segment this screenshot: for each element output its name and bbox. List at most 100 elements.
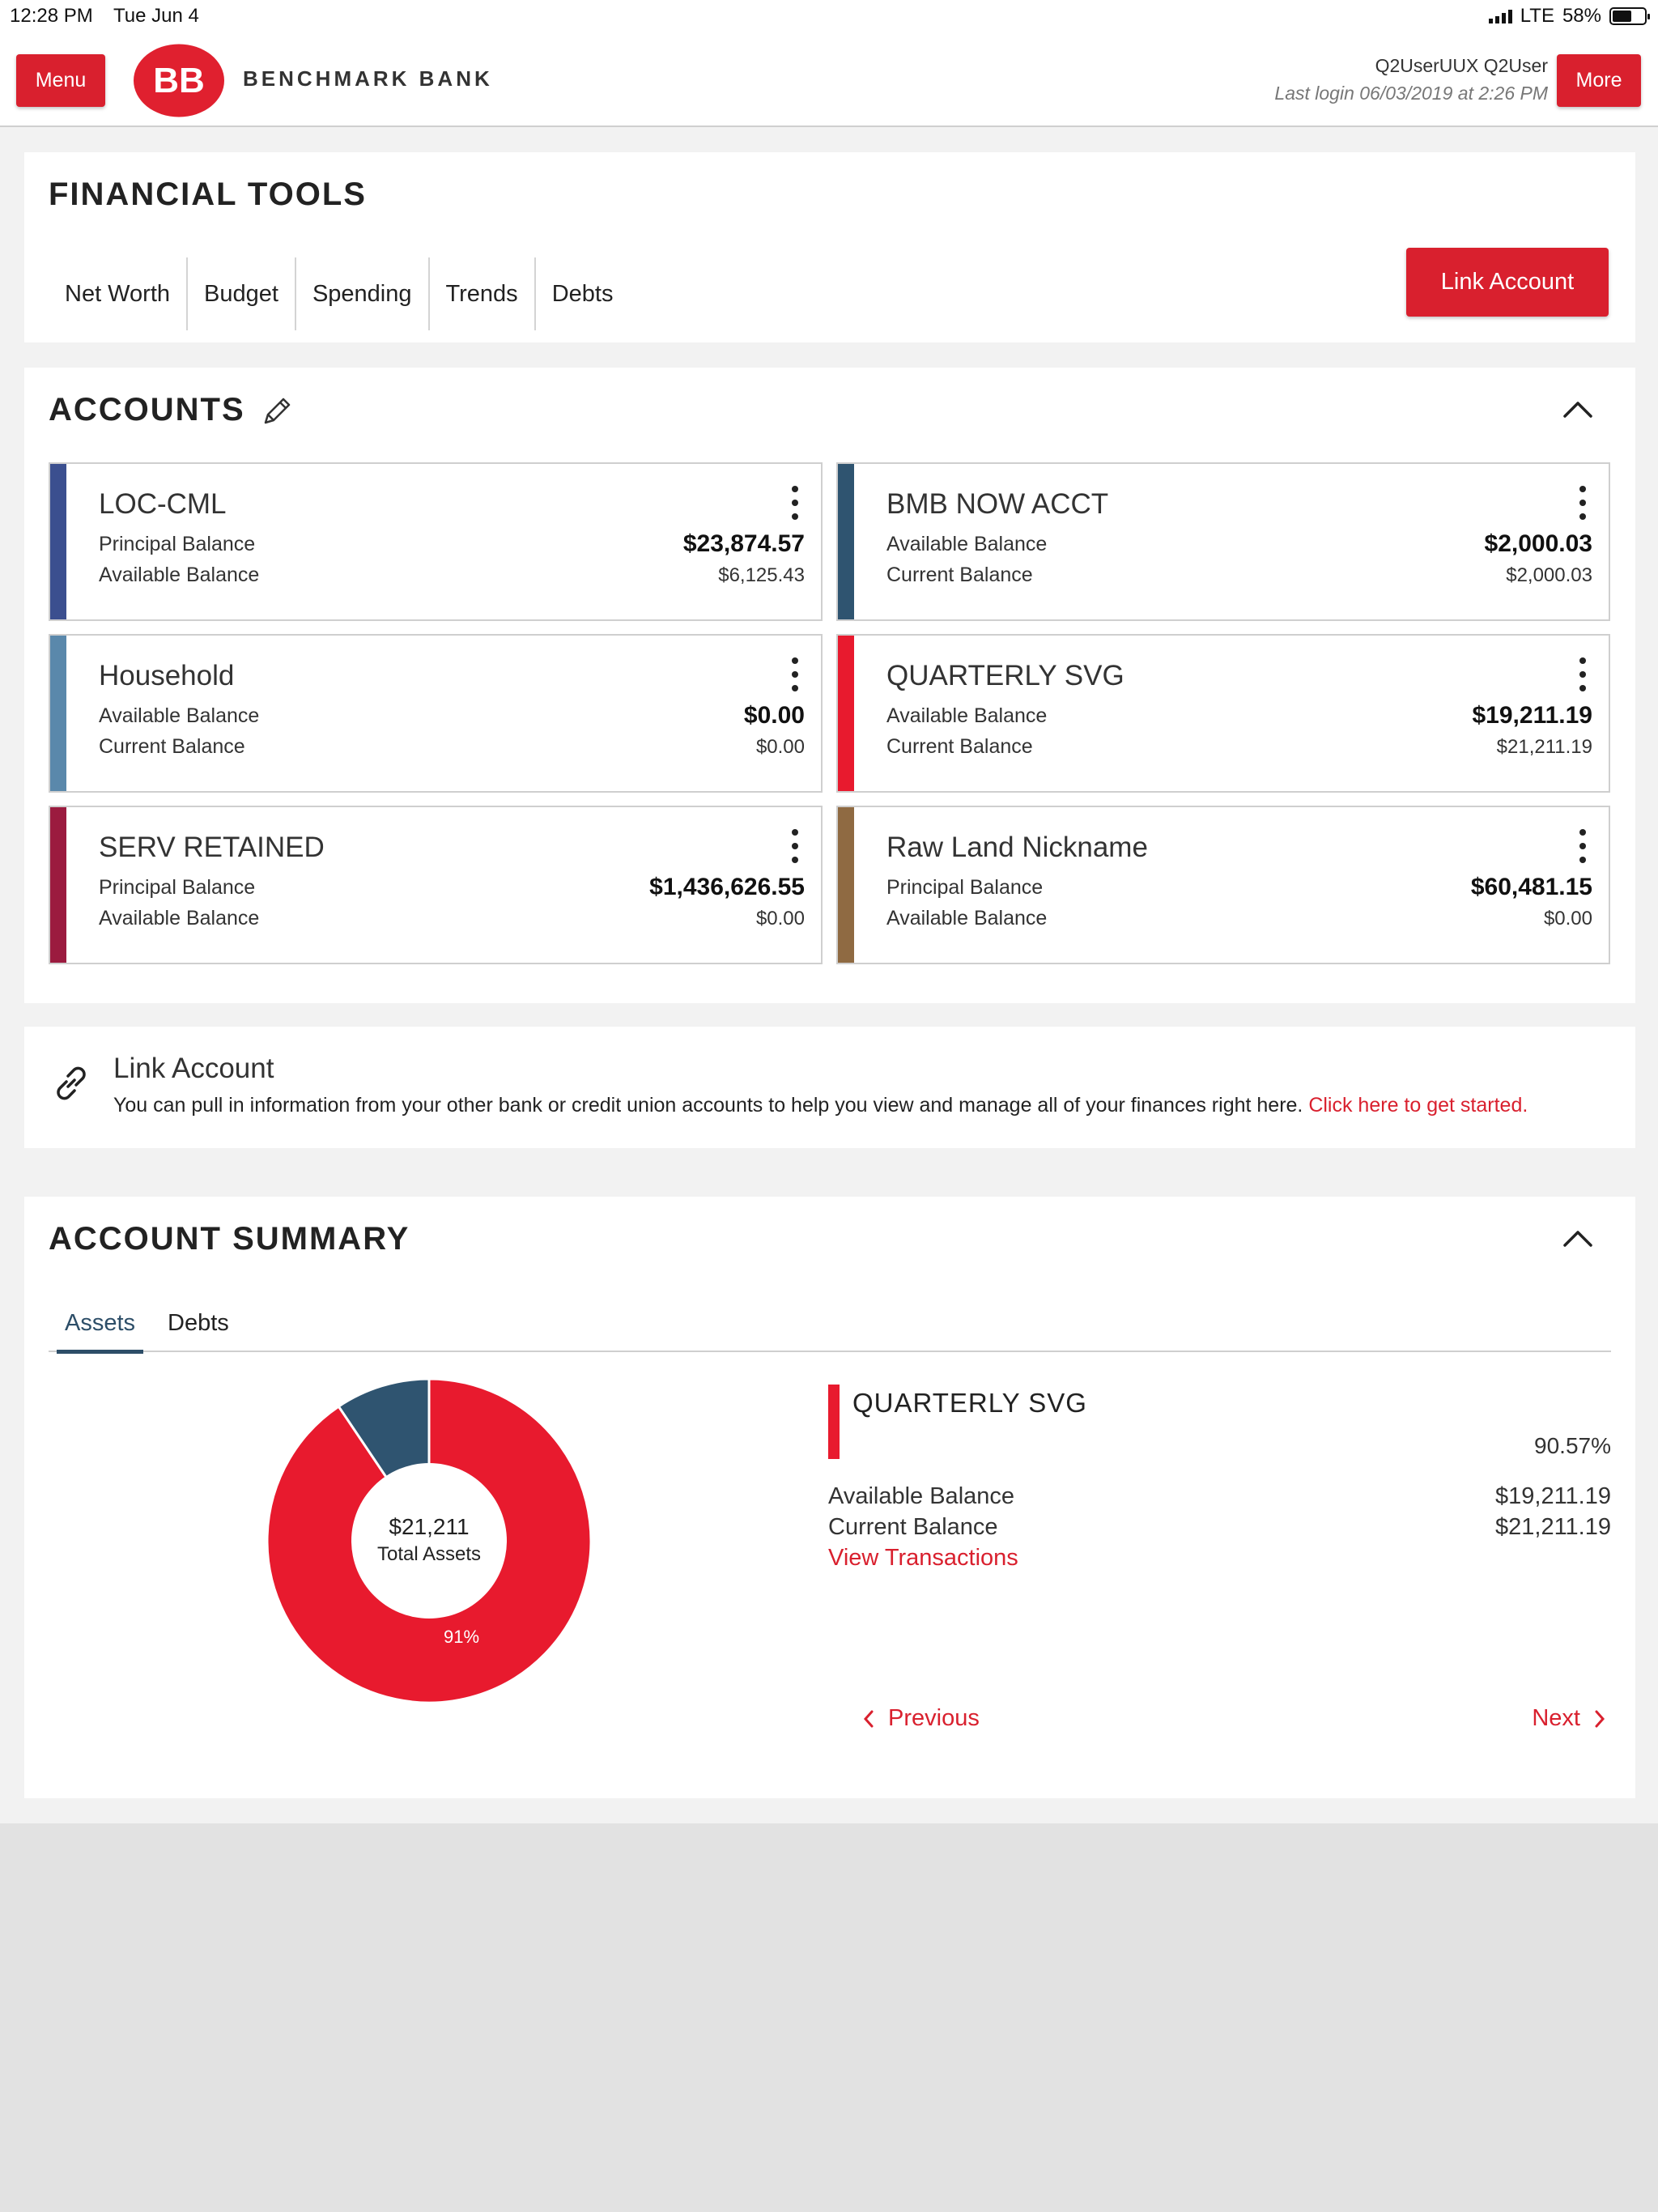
tab-spending[interactable]: Spending bbox=[296, 257, 430, 330]
previous-button[interactable]: Previous bbox=[862, 1705, 980, 1732]
account-tile[interactable]: SERV RETAINED Principal Balance Availabl… bbox=[49, 806, 823, 964]
next-button[interactable]: Next bbox=[1532, 1705, 1606, 1732]
status-right: LTE 58% bbox=[1488, 5, 1650, 28]
account-name: Raw Land Nickname bbox=[886, 832, 1148, 863]
last-login: Last login 06/03/2019 at 2:26 PM bbox=[1274, 83, 1548, 104]
account-value-primary: $23,874.57 bbox=[682, 530, 805, 557]
account-label-primary: Available Balance bbox=[99, 704, 260, 727]
link-account-text: You can pull in information from your ot… bbox=[113, 1094, 1303, 1117]
account-value-primary: $2,000.03 bbox=[1484, 530, 1592, 557]
account-value-secondary: $21,211.19 bbox=[1496, 736, 1592, 758]
account-name: LOC-CML bbox=[99, 488, 227, 520]
selected-account-name: QUARTERLY SVG bbox=[852, 1388, 1087, 1418]
link-account-button[interactable]: Link Account bbox=[1406, 248, 1609, 317]
link-chain-icon bbox=[57, 1066, 86, 1100]
account-label-primary: Available Balance bbox=[886, 533, 1048, 555]
battery-percent: 58% bbox=[1562, 5, 1601, 27]
more-options-icon[interactable] bbox=[1578, 485, 1588, 521]
user-name: Q2UserUUX Q2User bbox=[1375, 55, 1548, 76]
tab-trends[interactable]: Trends bbox=[430, 257, 536, 330]
account-summary-card: ACCOUNT SUMMARY Assets Debts $21,211 Tot… bbox=[24, 1197, 1635, 1798]
financial-tools-tabs: Net Worth Budget Spending Trends Debts bbox=[49, 257, 629, 330]
donut-total-label: Total Assets bbox=[377, 1543, 481, 1565]
account-color-bar bbox=[50, 464, 66, 619]
selected-label-primary: Available Balance bbox=[828, 1483, 1015, 1509]
accounts-title: ACCOUNTS bbox=[49, 392, 245, 428]
account-name: BMB NOW ACCT bbox=[886, 488, 1109, 520]
link-account-banner: Link Account You can pull in information… bbox=[24, 1027, 1635, 1148]
network-type: LTE bbox=[1520, 5, 1554, 27]
account-value-primary: $0.00 bbox=[743, 702, 805, 729]
account-color-bar bbox=[838, 807, 854, 963]
account-name: SERV RETAINED bbox=[99, 832, 325, 863]
status-date: Tue Jun 4 bbox=[113, 5, 199, 27]
financial-tools-title: FINANCIAL TOOLS bbox=[49, 177, 367, 212]
more-button[interactable]: More bbox=[1557, 54, 1641, 107]
menu-button[interactable]: Menu bbox=[16, 54, 105, 107]
edit-pencil-icon[interactable] bbox=[261, 393, 295, 428]
account-value-primary: $60,481.15 bbox=[1470, 874, 1592, 900]
chevron-left-icon bbox=[863, 1710, 874, 1727]
account-label-secondary: Current Balance bbox=[99, 735, 245, 758]
account-tile[interactable]: Raw Land Nickname Principal Balance Avai… bbox=[836, 806, 1610, 964]
account-value-secondary: $2,000.03 bbox=[1506, 564, 1592, 586]
account-label-secondary: Current Balance bbox=[886, 735, 1033, 758]
account-value-secondary: $0.00 bbox=[755, 736, 805, 758]
status-bar: 12:28 PM Tue Jun 4 LTE 58% bbox=[0, 0, 1658, 34]
account-value-secondary: $0.00 bbox=[755, 908, 805, 929]
account-tile[interactable]: LOC-CML Principal Balance Available Bala… bbox=[49, 462, 823, 621]
account-tile[interactable]: Household Available Balance Current Bala… bbox=[49, 634, 823, 793]
account-tile[interactable]: BMB NOW ACCT Available Balance Current B… bbox=[836, 462, 1610, 621]
account-name: Household bbox=[99, 660, 235, 691]
tab-assets[interactable]: Assets bbox=[57, 1310, 144, 1354]
selected-account-color-bar bbox=[828, 1385, 840, 1459]
account-color-bar bbox=[838, 464, 854, 619]
next-label: Next bbox=[1532, 1705, 1580, 1731]
more-options-icon[interactable] bbox=[1578, 657, 1588, 692]
summary-tabs: Assets Debts bbox=[49, 1310, 1611, 1354]
account-tile[interactable]: QUARTERLY SVG Available Balance Current … bbox=[836, 634, 1610, 793]
view-transactions-link[interactable]: View Transactions bbox=[828, 1545, 1018, 1571]
account-label-primary: Principal Balance bbox=[99, 533, 256, 555]
tab-net-worth[interactable]: Net Worth bbox=[49, 257, 189, 330]
account-color-bar bbox=[838, 636, 854, 791]
account-value-secondary: $0.00 bbox=[1543, 908, 1592, 929]
tab-debts[interactable]: Debts bbox=[551, 280, 614, 307]
account-color-bar bbox=[50, 636, 66, 791]
account-value-secondary: $6,125.43 bbox=[718, 564, 805, 586]
battery-icon bbox=[1609, 7, 1650, 25]
svg-text:BB: BB bbox=[153, 61, 205, 100]
more-options-icon[interactable] bbox=[790, 828, 800, 864]
account-label-secondary: Available Balance bbox=[99, 564, 260, 586]
tab-budget[interactable]: Budget bbox=[188, 257, 296, 330]
more-options-icon[interactable] bbox=[790, 485, 800, 521]
signal-icon bbox=[1488, 9, 1512, 23]
account-value-primary: $19,211.19 bbox=[1472, 702, 1593, 729]
chevron-right-icon bbox=[1595, 1710, 1605, 1727]
link-account-title: Link Account bbox=[113, 1053, 274, 1084]
collapse-summary-icon[interactable] bbox=[1560, 1221, 1596, 1257]
bank-name: BENCHMARK BANK bbox=[243, 66, 493, 91]
more-options-icon[interactable] bbox=[790, 657, 800, 692]
account-label-primary: Principal Balance bbox=[99, 876, 256, 899]
selected-value-primary: $19,211.19 bbox=[1495, 1483, 1611, 1509]
bank-logo: BB bbox=[134, 44, 224, 117]
tab-debts-summary[interactable]: Debts bbox=[168, 1310, 229, 1336]
account-label-primary: Principal Balance bbox=[886, 876, 1044, 899]
selected-label-secondary: Current Balance bbox=[828, 1514, 998, 1540]
selected-account-percent: 90.57% bbox=[1534, 1433, 1611, 1458]
donut-hole bbox=[351, 1463, 507, 1619]
account-label-secondary: Available Balance bbox=[886, 907, 1048, 929]
link-account-description: You can pull in information from your ot… bbox=[113, 1094, 1528, 1117]
get-started-link[interactable]: Click here to get started. bbox=[1308, 1094, 1528, 1117]
account-name: QUARTERLY SVG bbox=[886, 660, 1124, 691]
account-color-bar bbox=[50, 807, 66, 963]
previous-label: Previous bbox=[888, 1705, 980, 1731]
collapse-accounts-icon[interactable] bbox=[1560, 392, 1596, 428]
slice-percent-label: 91% bbox=[444, 1627, 479, 1647]
account-label-secondary: Available Balance bbox=[99, 907, 260, 929]
selected-value-secondary: $21,211.19 bbox=[1495, 1514, 1611, 1540]
more-options-icon[interactable] bbox=[1578, 828, 1588, 864]
status-time: 12:28 PM bbox=[10, 5, 93, 27]
assets-donut-chart[interactable]: $21,211 Total Assets 91% bbox=[267, 1379, 591, 1703]
